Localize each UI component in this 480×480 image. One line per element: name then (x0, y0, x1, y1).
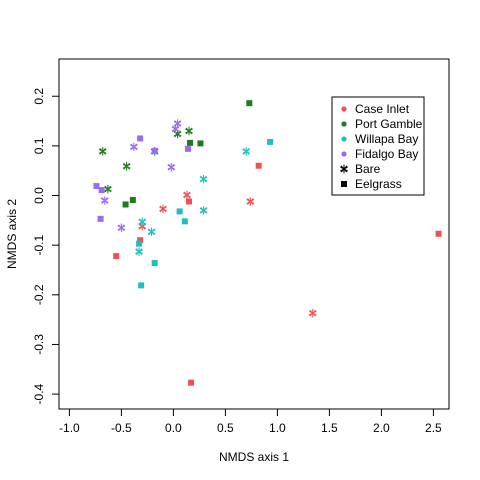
x-axis-title: NMDS axis 1 (219, 450, 289, 464)
data-point-port-gamble-eelgrass (246, 100, 253, 107)
y-tick-label: -0.1 (32, 235, 46, 256)
y-tick-label: 0.2 (32, 88, 46, 105)
legend-symbol-fidalgo-bay (341, 151, 347, 157)
data-point-case-inlet-eelgrass (255, 162, 262, 169)
data-point-case-inlet-eelgrass (137, 237, 144, 244)
data-point-case-inlet-bare (246, 197, 255, 206)
data-point-fidalgo-bay-bare (167, 163, 176, 172)
y-tick-label: 0.0 (32, 187, 46, 204)
legend-symbol-bare (340, 164, 348, 174)
data-point-fidalgo-bay-bare (117, 223, 126, 232)
data-point-willapa-bay-bare (135, 247, 143, 256)
data-point-port-gamble-eelgrass (197, 140, 204, 147)
data-point-fidalgo-bay-bare (129, 142, 138, 152)
data-point-case-inlet-eelgrass (188, 379, 195, 386)
data-point-fidalgo-bay-eelgrass (93, 183, 100, 190)
data-point-willapa-bay-bare (242, 147, 251, 156)
data-point-willapa-bay-eelgrass (267, 138, 274, 145)
x-tick-label: -0.5 (111, 421, 132, 435)
data-point-case-inlet-eelgrass (113, 253, 120, 260)
data-point-willapa-bay-bare (147, 227, 156, 236)
data-point-fidalgo-bay-eelgrass (151, 147, 158, 154)
x-axis: -1.0 -0.5 0.0 0.5 1.0 1.5 2.0 2.5 (59, 408, 442, 435)
data-point-case-inlet-eelgrass (435, 230, 442, 237)
legend-symbol-port-gamble (341, 121, 347, 127)
data-point-willapa-bay-eelgrass (176, 208, 183, 215)
x-tick-label: 0.0 (165, 421, 182, 435)
data-point-port-gamble-eelgrass (122, 201, 129, 208)
data-point-willapa-bay-bare (138, 217, 147, 227)
legend-symbol-eelgrass (341, 181, 347, 187)
data-point-fidalgo-bay-eelgrass (184, 145, 191, 152)
data-point-port-gamble-bare (98, 147, 107, 156)
data-point-port-gamble-bare (122, 162, 131, 171)
legend-label: Fidalgo Bay (355, 147, 418, 161)
legend-label: Bare (355, 162, 381, 176)
data-point-port-gamble-eelgrass (129, 196, 136, 203)
y-axis-title: NMDS axis 2 (5, 199, 19, 269)
x-tick-label: -1.0 (59, 421, 80, 435)
y-tick-label: -0.4 (32, 383, 46, 404)
data-point-willapa-bay-eelgrass (151, 260, 158, 267)
data-point-willapa-bay-eelgrass (181, 218, 188, 225)
data-point-port-gamble-bare (103, 184, 112, 194)
data-point-case-inlet-eelgrass (186, 198, 192, 205)
data-points (93, 100, 442, 386)
data-point-willapa-bay-eelgrass (138, 282, 145, 289)
data-point-case-inlet-bare (308, 308, 317, 318)
x-tick-label: 2.5 (425, 421, 442, 435)
data-point-case-inlet-bare (183, 190, 191, 200)
data-point-fidalgo-bay-eelgrass (137, 135, 144, 142)
legend-symbol-case-inlet (341, 106, 347, 112)
legend-label: Eelgrass (355, 177, 402, 191)
legend-label: Willapa Bay (355, 132, 418, 146)
data-point-willapa-bay-bare (199, 206, 208, 215)
data-point-willapa-bay-bare (199, 174, 208, 184)
data-point-port-gamble-bare (185, 126, 193, 136)
legend-label: Case Inlet (355, 102, 410, 116)
x-tick-label: 2.0 (373, 421, 390, 435)
x-tick-label: 0.5 (217, 421, 234, 435)
legend-label: Port Gamble (355, 117, 423, 131)
data-point-case-inlet-bare (159, 204, 167, 214)
y-tick-label: -0.3 (32, 334, 46, 355)
y-tick-label: -0.2 (32, 284, 46, 305)
data-point-fidalgo-bay-bare (171, 124, 180, 134)
data-point-fidalgo-bay-eelgrass (98, 187, 105, 194)
data-point-fidalgo-bay-bare (100, 196, 109, 205)
y-axis: -0.4 -0.3 -0.2 -0.1 0.0 0.1 0.2 (32, 88, 60, 404)
legend-box (331, 96, 425, 196)
x-tick-label: 1.0 (269, 421, 286, 435)
data-point-fidalgo-bay-eelgrass (97, 215, 104, 222)
x-tick-label: 1.5 (321, 421, 338, 435)
legend-symbol-willapa-bay (341, 136, 347, 142)
data-point-port-gamble-eelgrass (187, 139, 194, 146)
y-tick-label: 0.1 (32, 137, 46, 154)
data-point-willapa-bay-eelgrass (136, 240, 143, 247)
